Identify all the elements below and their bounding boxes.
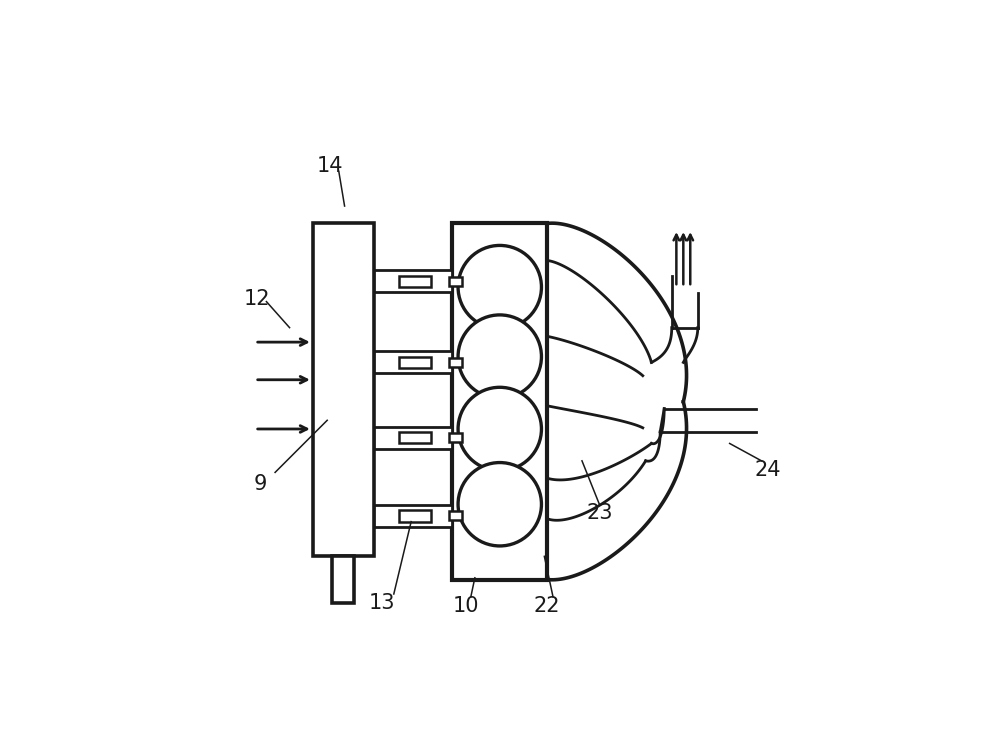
Bar xyxy=(449,433,462,442)
Bar xyxy=(449,511,462,520)
Bar xyxy=(374,270,452,293)
Bar xyxy=(452,223,547,580)
Text: 14: 14 xyxy=(317,156,343,175)
Circle shape xyxy=(458,462,541,546)
Circle shape xyxy=(458,315,541,399)
Bar xyxy=(374,351,452,374)
Text: 24: 24 xyxy=(754,459,781,480)
Bar xyxy=(332,556,354,602)
Bar xyxy=(374,426,452,449)
Text: 10: 10 xyxy=(453,596,479,616)
Text: 13: 13 xyxy=(369,593,395,613)
Bar xyxy=(374,505,452,527)
Bar xyxy=(449,277,462,286)
Bar xyxy=(399,510,431,522)
Text: 23: 23 xyxy=(586,503,613,523)
Bar xyxy=(399,432,431,444)
Bar xyxy=(449,358,462,367)
Bar xyxy=(313,223,374,556)
Text: 22: 22 xyxy=(534,596,560,616)
Bar xyxy=(399,356,431,368)
Bar xyxy=(399,275,431,287)
Text: 12: 12 xyxy=(243,289,270,308)
Text: 9: 9 xyxy=(254,474,267,494)
Circle shape xyxy=(458,387,541,471)
Circle shape xyxy=(458,245,541,329)
